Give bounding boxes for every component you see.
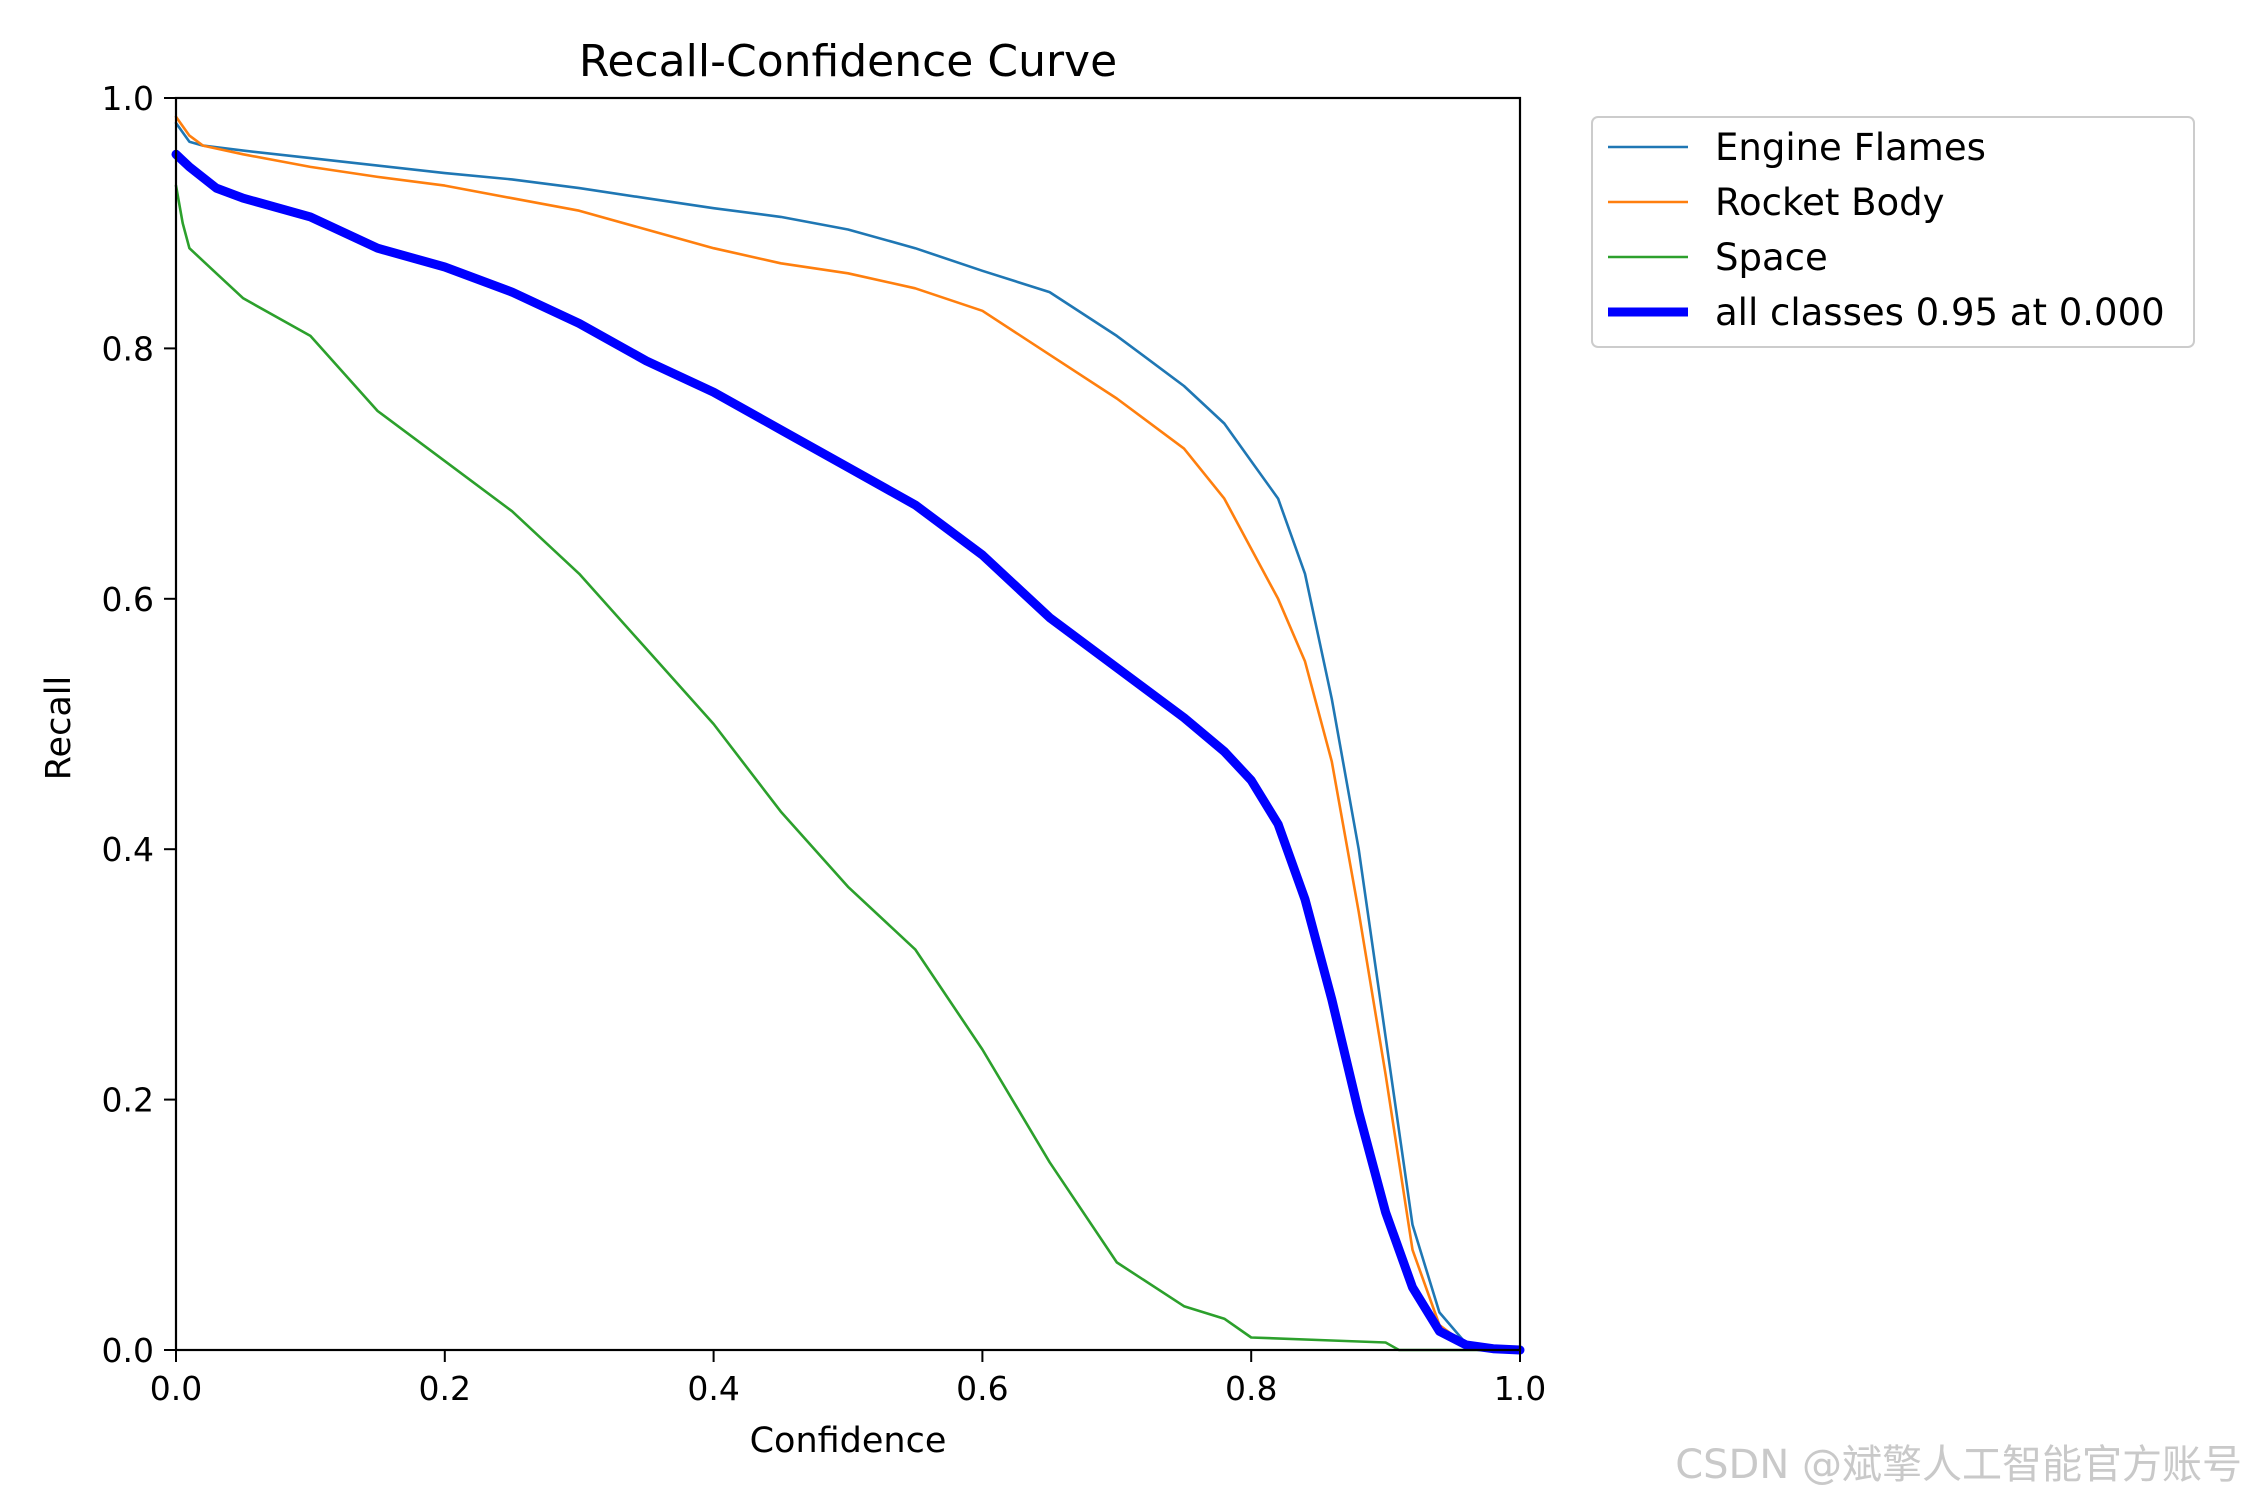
- x-tick-label: 0.0: [150, 1369, 202, 1408]
- legend: Engine Flames Rocket Body Space all classes…: [1591, 116, 2195, 348]
- series-line-1: [174, 115, 1522, 1352]
- chart-title: Recall-Confidence Curve: [579, 36, 1117, 87]
- series-line-3: [171, 149, 1525, 1355]
- watermark-text: CSDN @斌擎人工智能官方账号: [1675, 1442, 2242, 1488]
- series-line-0: [174, 121, 1522, 1352]
- plot-frame: [174, 96, 1522, 1352]
- y-tick-label: 0.2: [102, 1081, 154, 1120]
- y-tick-label: 0.6: [102, 580, 154, 619]
- y-axis-label: Recall: [39, 676, 79, 780]
- x-tick-label: 0.8: [1225, 1369, 1277, 1408]
- y-tick-label: 1.0: [102, 79, 154, 118]
- y-tick-label: 0.0: [102, 1331, 154, 1370]
- y-tick-label: 0.8: [102, 329, 154, 368]
- legend-label-3: all classes 0.95 at 0.000: [1715, 291, 2165, 334]
- x-tick-label: 1.0: [1494, 1369, 1546, 1408]
- ticks-layer: 0.0 0.2 0.4 0.6 0.8 1.0 0.0 0.2 0.4 0.6 0.8 1.0: [102, 79, 1547, 1408]
- y-tick-label: 0.4: [102, 830, 154, 869]
- series-layer: [171, 115, 1525, 1355]
- legend-label-0: Engine Flames: [1715, 126, 1986, 169]
- legend-label-2: Space: [1715, 236, 1828, 279]
- x-tick-label: 0.6: [956, 1369, 1008, 1408]
- x-tick-label: 0.2: [419, 1369, 471, 1408]
- legend-label-1: Rocket Body: [1715, 181, 1945, 224]
- legend-box: [1591, 116, 2195, 348]
- x-tick-label: 0.4: [687, 1369, 739, 1408]
- legend-entries: Engine Flames Rocket Body Space all classes…: [1608, 126, 2165, 334]
- x-axis-label: Confidence: [750, 1421, 947, 1461]
- series-line-2: [174, 184, 1522, 1352]
